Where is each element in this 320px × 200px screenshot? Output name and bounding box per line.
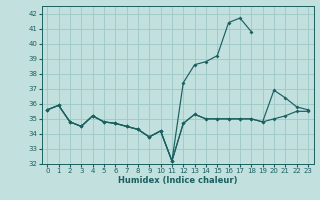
X-axis label: Humidex (Indice chaleur): Humidex (Indice chaleur) [118,176,237,185]
